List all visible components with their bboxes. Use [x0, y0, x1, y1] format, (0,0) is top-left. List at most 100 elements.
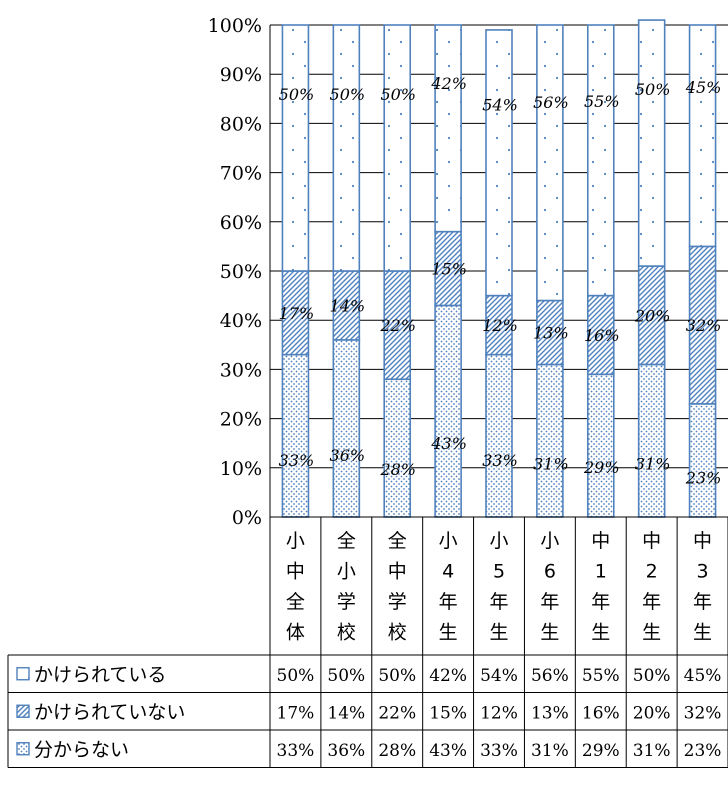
data-label: 50%: [635, 80, 671, 99]
category-label: 4: [442, 561, 454, 583]
category-label: 校: [337, 622, 356, 644]
bar-segment: [434, 304, 462, 518]
category-label: 校: [388, 622, 407, 644]
table-value: 20%: [633, 703, 671, 723]
data-label: 16%: [584, 326, 620, 345]
category-label: 5: [493, 561, 505, 583]
table-value: 45%: [684, 666, 722, 686]
legend-label: かけられている: [34, 664, 166, 686]
bar-segment: [332, 270, 361, 341]
table-value: 17%: [277, 703, 315, 723]
y-tick-label: 60%: [220, 212, 262, 234]
bar-segment: [383, 378, 412, 518]
bar-segment: [281, 24, 310, 272]
category-label: 年: [591, 591, 610, 613]
category-label: 中: [286, 561, 305, 583]
category-label: 生: [540, 622, 559, 644]
table-value: 56%: [531, 666, 569, 686]
data-label: 29%: [583, 458, 620, 477]
category-label: 全: [337, 530, 356, 552]
table-value: 15%: [429, 703, 467, 723]
y-tick-label: 30%: [220, 359, 262, 381]
category-label: 小: [540, 530, 559, 552]
data-label: 12%: [482, 316, 518, 335]
y-tick-label: 40%: [220, 310, 262, 332]
category-label: 中: [591, 530, 610, 552]
table-value: 16%: [582, 703, 620, 723]
data-label: 32%: [686, 316, 722, 335]
y-tick-label: 100%: [208, 15, 262, 37]
data-label: 56%: [533, 93, 569, 112]
data-label: 54%: [482, 95, 518, 114]
table-value: 50%: [327, 666, 365, 686]
category-label: 年: [642, 591, 661, 613]
data-label: 42%: [430, 74, 467, 93]
category-label: 小: [489, 530, 508, 552]
data-label: 23%: [685, 468, 722, 487]
data-label: 55%: [584, 92, 620, 111]
category-label: 全: [286, 591, 305, 613]
category-label: 学: [337, 591, 356, 613]
data-label: 17%: [279, 304, 315, 323]
table-value: 42%: [429, 666, 467, 686]
category-label: 小: [286, 530, 305, 552]
bar-segment: [434, 230, 462, 307]
bar-segment: [383, 24, 412, 272]
table-value: 28%: [378, 741, 416, 761]
y-tick-label: 80%: [220, 113, 262, 135]
data-label: 45%: [685, 78, 722, 97]
y-tick-label: 10%: [220, 458, 262, 480]
bar-segment: [688, 24, 717, 248]
data-label: 22%: [379, 316, 416, 335]
y-tick-label: 90%: [220, 64, 262, 86]
category-label: 年: [489, 591, 508, 613]
table-value: 14%: [327, 703, 365, 723]
data-label: 31%: [533, 455, 569, 474]
category-label: 体: [286, 622, 305, 644]
bar-segment: [332, 339, 361, 518]
category-label: 生: [591, 622, 610, 644]
bar-segment: [536, 363, 564, 518]
bar-segment: [485, 294, 513, 356]
bar-segment: [637, 19, 666, 267]
category-label: 3: [697, 561, 709, 583]
table-value: 13%: [531, 703, 569, 723]
data-label: 33%: [279, 451, 315, 470]
data-label: 14%: [330, 296, 366, 315]
bar-segment: [434, 24, 462, 233]
bar-segment: [485, 29, 513, 297]
legend-swatch: [16, 704, 30, 718]
bars: [281, 19, 717, 518]
legend-swatch: [16, 667, 30, 681]
category-label: 生: [439, 622, 458, 644]
bar-segment: [536, 24, 564, 302]
category-label: 全: [388, 530, 407, 552]
table-value: 50%: [277, 666, 315, 686]
table-value: 29%: [582, 741, 620, 761]
bar-segment: [485, 353, 513, 518]
data-label: 31%: [635, 455, 671, 474]
category-label: 年: [693, 591, 712, 613]
category-label: 学: [388, 591, 407, 613]
y-axis: 0% 10% 20% 30% 40% 50% 60% 70% 80% 90% 100%: [208, 15, 262, 529]
y-tick-label: 0%: [232, 507, 262, 529]
category-label: 小: [337, 561, 356, 583]
category-label: 生: [642, 622, 661, 644]
data-labels: 33% 17% 50% 36% 14% 50% 28% 22% 50% 43% 15% 42% 33% 1…: [279, 74, 722, 488]
bar-segment: [637, 265, 666, 366]
table-value: 50%: [378, 666, 416, 686]
table-value: 31%: [531, 741, 569, 761]
bar-segment: [688, 245, 717, 405]
category-label: 年: [540, 591, 559, 613]
data-label: 33%: [482, 451, 518, 470]
y-tick-label: 20%: [220, 409, 262, 431]
table-value: 55%: [582, 666, 620, 686]
bar-segment: [586, 24, 615, 297]
data-table: かけられている 50% 50% 50% 42% 54% 56% 55% 50% 45% かけられてい…: [7, 516, 728, 768]
table-value: 12%: [480, 703, 518, 723]
category-label: 6: [544, 561, 556, 583]
y-tick-label: 70%: [220, 163, 262, 185]
category-label: 生: [489, 622, 508, 644]
